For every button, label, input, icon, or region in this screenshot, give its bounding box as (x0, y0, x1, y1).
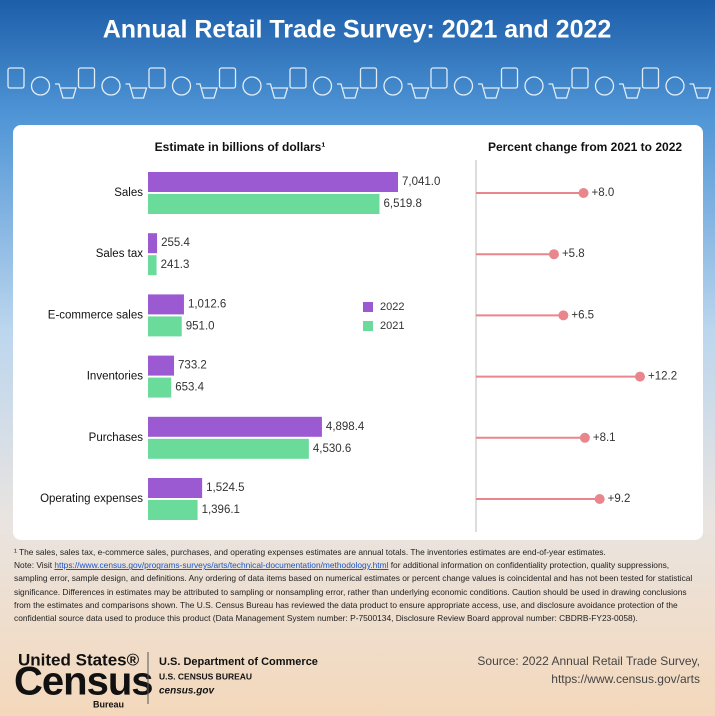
icon (7, 67, 25, 89)
value-label: 6,519.8 (383, 198, 421, 210)
dot (635, 371, 645, 382)
category-label: Sales (114, 187, 143, 199)
icon (196, 83, 218, 99)
value-label: 1,012.6 (188, 298, 226, 310)
icon (500, 67, 519, 89)
icon (689, 83, 712, 99)
bar (148, 478, 203, 498)
icon (619, 83, 641, 99)
value-label: 241.3 (161, 259, 190, 271)
logo-main: Census (14, 660, 153, 704)
category-label: Sales tax (96, 248, 144, 260)
value-label: 7,041.0 (402, 176, 440, 188)
dot (558, 310, 569, 321)
note-link[interactable]: https://www.census.gov/programs-surveys/… (54, 560, 389, 571)
icon (242, 76, 262, 96)
legend-label: 2021 (380, 320, 404, 332)
value-label: 1,524.5 (206, 482, 244, 494)
icon (312, 76, 333, 96)
icon (289, 67, 307, 89)
footnotes: ¹ The sales, sales tax, e-commerce sales… (14, 546, 704, 625)
icon (665, 76, 685, 96)
category-label: Purchases (89, 432, 144, 444)
value-label: +12.2 (648, 371, 677, 383)
source: Source: 2022 Annual Retail Trade Survey, (477, 654, 700, 668)
icon (407, 83, 430, 99)
icon (641, 67, 660, 89)
value-label: 653.4 (175, 382, 204, 394)
legend-swatch (363, 302, 373, 312)
icon (383, 76, 403, 96)
icon (337, 83, 359, 99)
value-label: 1,396.1 (202, 504, 240, 516)
icon (30, 76, 51, 96)
icon (101, 76, 121, 96)
bar (148, 438, 309, 459)
dot (579, 432, 590, 443)
note-text: for additional information on confidenti… (14, 560, 693, 624)
icon (125, 83, 148, 99)
logo-sub: Bureau (93, 699, 124, 709)
value-label: +9.2 (608, 493, 631, 505)
bureau: U.S. CENSUS BUREAU (159, 671, 252, 681)
bar (148, 233, 158, 254)
icon (171, 76, 192, 96)
department: U.S. Department of Commerce (159, 656, 318, 668)
category-label: Operating expenses (40, 493, 143, 505)
page-title: Annual Retail Trade Survey: 2021 and 202… (103, 16, 612, 44)
icon (430, 67, 448, 89)
site: census.gov (159, 686, 215, 697)
legend-swatch (363, 321, 373, 331)
bar (148, 355, 175, 376)
bar (148, 294, 184, 315)
note: Note: Visit https://www.census.gov/progr… (14, 559, 704, 625)
logo-top: United States® (18, 650, 140, 669)
bar (148, 194, 380, 214)
bar (148, 500, 198, 520)
value-label: 951.0 (186, 320, 215, 332)
bar (148, 255, 157, 276)
icon (478, 83, 500, 99)
bar (148, 316, 182, 337)
icon (77, 67, 96, 89)
dot (594, 494, 605, 504)
icon (266, 83, 289, 99)
icon (148, 67, 166, 89)
value-label: 4,898.4 (326, 421, 365, 433)
bar-chart-title: Estimate in billions of dollars¹ (155, 140, 326, 154)
value-label: +8.1 (593, 432, 616, 444)
icon (218, 67, 237, 89)
value-label: 255.4 (161, 237, 190, 249)
icon (524, 76, 544, 96)
bar (148, 377, 172, 398)
icon (359, 67, 378, 89)
category-label: E-commerce sales (48, 309, 143, 321)
bar (148, 172, 398, 192)
icon (453, 76, 474, 96)
legend-label: 2022 (380, 301, 404, 313)
icon-band (7, 67, 712, 99)
value-label: +5.8 (562, 248, 585, 260)
icon (55, 83, 77, 99)
value-label: +6.5 (571, 309, 594, 321)
value-label: 733.2 (178, 360, 207, 372)
icon (594, 76, 615, 96)
lollipop-chart-title: Percent change from 2021 to 2022 (488, 140, 682, 154)
value-label: 4,530.6 (313, 443, 351, 455)
footnote: ¹ The sales, sales tax, e-commerce sales… (14, 547, 606, 557)
value-label: +8.0 (592, 187, 615, 199)
icon (571, 67, 589, 89)
bar (148, 416, 322, 437)
dot (548, 249, 559, 260)
category-label: Inventories (87, 371, 144, 383)
dot (578, 188, 589, 198)
note-text: Note: Visit (14, 560, 55, 571)
icon (548, 83, 571, 99)
source-url: https://www.census.gov/arts (551, 672, 700, 686)
